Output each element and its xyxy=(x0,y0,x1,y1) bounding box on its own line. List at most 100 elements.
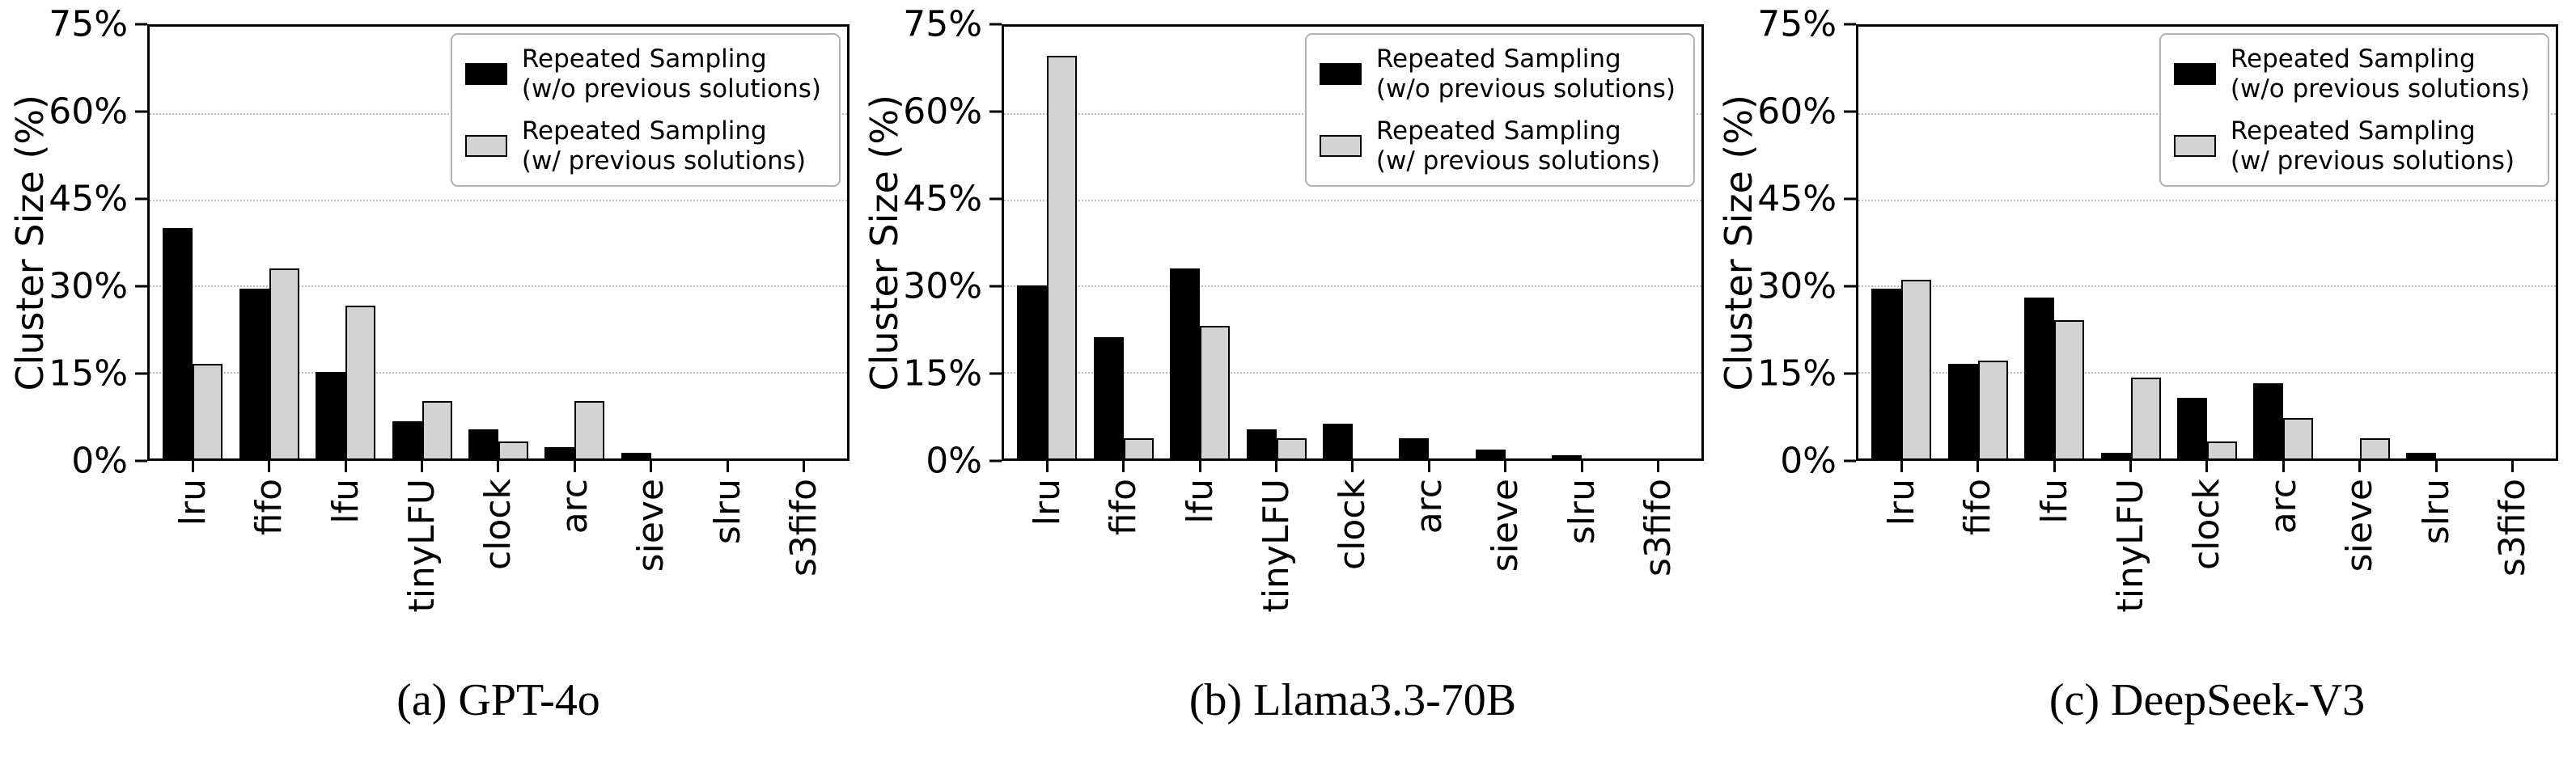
x-tick-label-clock: clock xyxy=(2186,479,2228,571)
x-tick-s3fifo: s3fifo xyxy=(1621,461,1697,653)
x-tick-mark xyxy=(1275,461,1278,472)
y-tick-mark xyxy=(1844,110,1856,113)
bar-clock-series1 xyxy=(1322,424,1353,458)
y-axis-label-area: Cluster Size (%) xyxy=(861,24,908,461)
legend-entry-1: Repeated Sampling (w/o previous solutions… xyxy=(464,44,821,103)
x-tick-mark xyxy=(1900,461,1903,472)
x-tick-label-lfu: lfu xyxy=(2033,479,2075,524)
x-tick-mark xyxy=(191,461,194,472)
x-tick-clock: clock xyxy=(1315,461,1391,653)
legend-swatch-black xyxy=(2173,63,2216,86)
y-axis-label: Cluster Size (%) xyxy=(1717,94,1760,391)
x-tick-mark xyxy=(1580,461,1583,472)
bar-group-slru xyxy=(1544,27,1620,458)
y-tick-mark xyxy=(1844,459,1856,463)
gridline xyxy=(150,372,847,374)
legend-label: Repeated Sampling (w/o previous solutions… xyxy=(2231,44,2530,103)
x-tick-mark xyxy=(2511,461,2515,472)
bar-lru-series1 xyxy=(1017,285,1048,458)
legend-entry-2: Repeated Sampling (w/ previous solutions) xyxy=(1319,116,1676,175)
legend: Repeated Sampling (w/o previous solutions… xyxy=(450,33,841,188)
x-tick-slru: slru xyxy=(1544,461,1620,653)
gridline xyxy=(150,199,847,201)
bar-group-fifo xyxy=(231,27,307,458)
x-axis: lru fifo lfu tinyLFU clock arc sieve slru s3fifo xyxy=(1009,461,1697,653)
plot-area: Repeated Sampling (w/o previous solutions… xyxy=(147,24,849,461)
x-tick-label-clock: clock xyxy=(477,479,519,571)
x-tick-label-lru: lru xyxy=(1880,479,1922,526)
legend-label-line: Repeated Sampling xyxy=(1375,116,1621,146)
legend-swatch-black xyxy=(1319,63,1362,86)
x-tick-label-clock: clock xyxy=(1332,479,1374,571)
x-tick-mark xyxy=(726,461,729,472)
bar-fifo-series2 xyxy=(1123,438,1154,458)
legend-label: Repeated Sampling (w/ previous solutions) xyxy=(522,116,806,175)
y-tick-label: 45% xyxy=(903,178,982,220)
x-tick-label-tinyLFU: tinyLFU xyxy=(2110,479,2152,613)
x-axis: lru fifo lfu tinyLFU clock arc sieve slru s3fifo xyxy=(155,461,842,653)
bar-fifo-series2 xyxy=(269,268,299,458)
bar-group-tinyLFU xyxy=(383,27,460,458)
chart-caption-1: (a) GPT-4o xyxy=(396,675,600,725)
x-tick-mark xyxy=(2129,461,2133,472)
bar-group-tinyLFU xyxy=(1238,27,1314,458)
x-tick-sieve: sieve xyxy=(1468,461,1544,653)
bar-group-lru xyxy=(1863,27,1939,458)
bars xyxy=(150,27,847,458)
bar-lfu-series1 xyxy=(2024,297,2055,458)
bar-fifo-series1 xyxy=(1093,337,1124,458)
x-tick-mark xyxy=(268,461,271,472)
x-tick-clock: clock xyxy=(2169,461,2245,653)
bar-fifo-series1 xyxy=(1947,363,1978,458)
bar-group-tinyLFU xyxy=(2092,27,2168,458)
chart-panel-2: Cluster Size (%) 0% 15% 30% 45% 60% 75% Repeate… xyxy=(861,4,1715,773)
gridline xyxy=(1004,285,1701,288)
x-tick-label-arc: arc xyxy=(1408,479,1450,534)
y-tick-mark xyxy=(135,110,147,113)
bar-clock-series2 xyxy=(2206,441,2237,458)
bar-tinyLFU-series2 xyxy=(422,400,452,458)
x-tick-arc: arc xyxy=(536,461,612,653)
x-tick-label-arc: arc xyxy=(2262,479,2304,534)
bar-sieve-series1 xyxy=(1475,450,1506,458)
x-axis: lru fifo lfu tinyLFU clock arc sieve slru s3fifo xyxy=(1863,461,2551,653)
y-tick-label: 60% xyxy=(903,91,982,133)
chart-area: Cluster Size (%) 0% 15% 30% 45% 60% 75% Repeate… xyxy=(6,4,861,482)
x-tick-mark xyxy=(421,461,424,472)
y-tick-label: 15% xyxy=(49,353,128,395)
x-tick-mark xyxy=(1198,461,1201,472)
bar-group-fifo xyxy=(1939,27,2015,458)
gridline xyxy=(1858,199,2556,201)
bar-tinyLFU-series1 xyxy=(1246,429,1277,458)
y-tick-mark xyxy=(1844,285,1856,288)
legend-label-line: Repeated Sampling xyxy=(2230,44,2476,74)
x-tick-label-sieve: sieve xyxy=(1485,479,1527,572)
x-tick-lru: lru xyxy=(1009,461,1085,653)
bar-slru-series1 xyxy=(2406,452,2437,458)
y-tick-mark xyxy=(989,285,1002,288)
x-tick-mark xyxy=(2434,461,2438,472)
bar-clock-series2 xyxy=(498,441,528,458)
chart-caption-2: (b) Llama3.3-70B xyxy=(1188,675,1517,725)
x-tick-sieve: sieve xyxy=(613,461,689,653)
bar-group-arc xyxy=(536,27,612,458)
bar-lru-series2 xyxy=(1047,55,1078,458)
bar-arc-series1 xyxy=(2253,383,2284,458)
x-tick-mark xyxy=(344,461,347,472)
bar-lru-series1 xyxy=(1871,288,1902,458)
x-tick-mark xyxy=(1976,461,1980,472)
x-tick-label-s3fifo: s3fifo xyxy=(1638,479,1680,577)
bar-fifo-series1 xyxy=(239,288,269,458)
x-tick-fifo: fifo xyxy=(1085,461,1161,653)
gridline xyxy=(1858,285,2556,288)
chart-area: Cluster Size (%) 0% 15% 30% 45% 60% 75% Repeate… xyxy=(861,4,1715,482)
y-tick-label: 15% xyxy=(1757,353,1837,395)
x-tick-lfu: lfu xyxy=(1162,461,1238,653)
bar-group-sieve xyxy=(2322,27,2398,458)
x-tick-fifo: fifo xyxy=(231,461,307,653)
bar-slru-series1 xyxy=(1552,455,1582,458)
y-tick-mark xyxy=(1844,197,1856,201)
x-tick-clock: clock xyxy=(460,461,536,653)
bar-lfu-series1 xyxy=(316,372,346,458)
